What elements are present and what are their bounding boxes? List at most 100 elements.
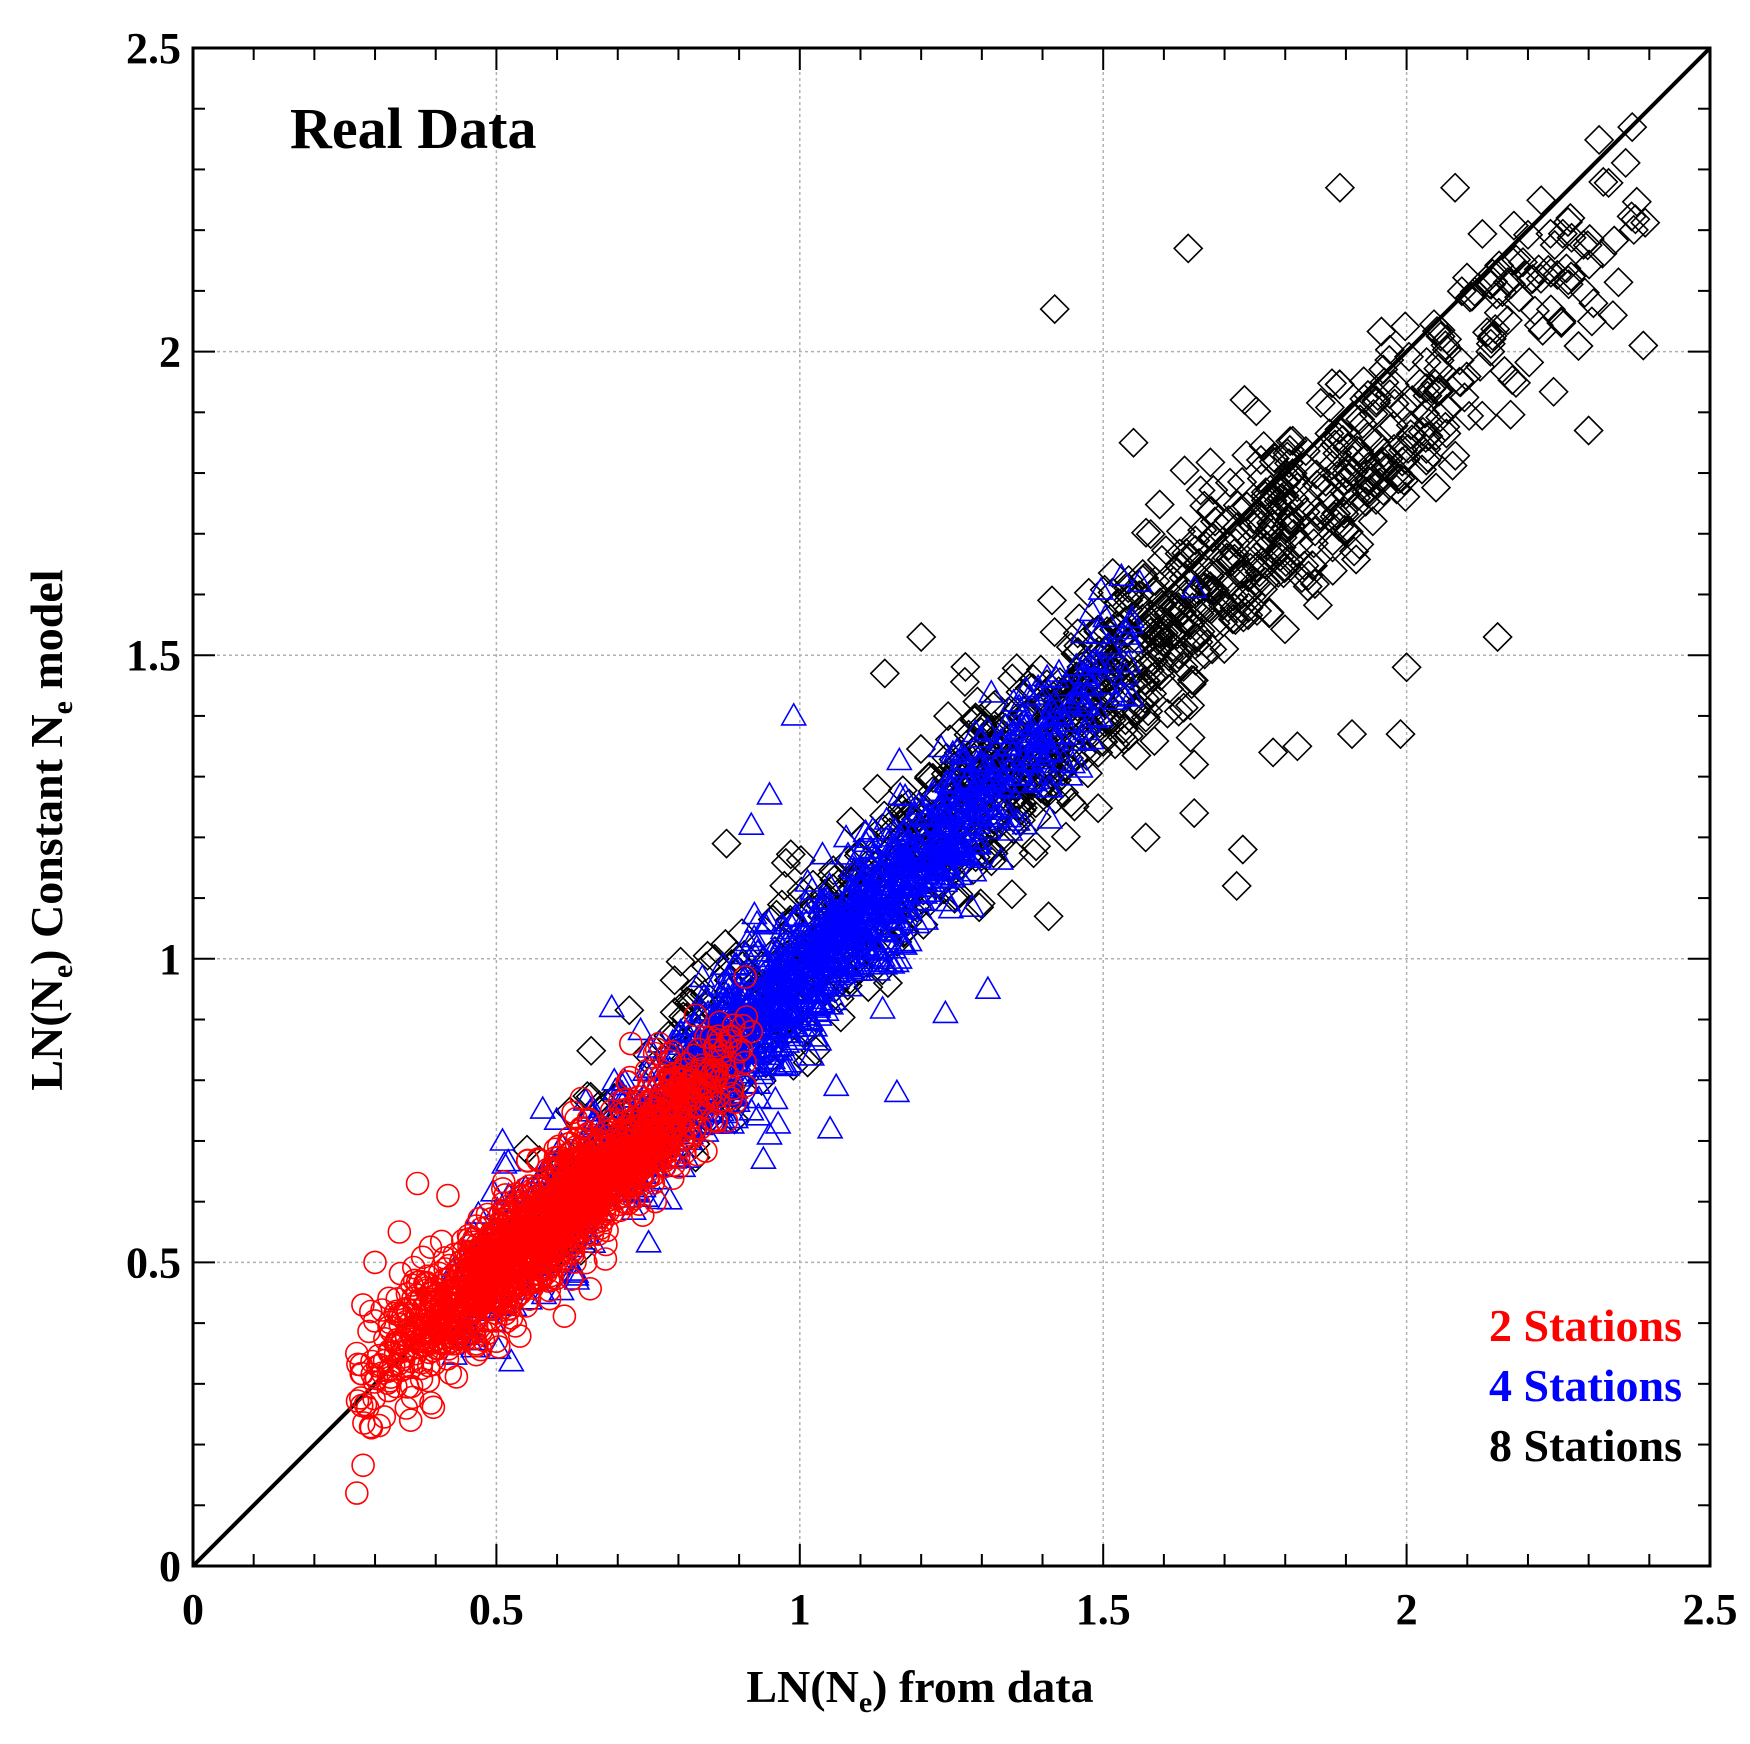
data-point-triangle [1015,683,1043,707]
data-point-triangle [1036,739,1063,763]
data-point-diamond [818,855,849,886]
data-point-circle [734,1005,759,1029]
data-point-diamond [1324,172,1356,203]
data-point-triangle [1092,603,1119,628]
data-point-diamond [1319,429,1351,460]
data-point-circle [619,1163,644,1187]
data-point-circle [643,1189,668,1214]
data-point-diamond [1482,621,1513,653]
data-point-triangle [792,930,820,955]
data-point-diamond [1196,495,1227,526]
data-point-triangle [749,943,777,968]
data-point-triangle [1036,805,1064,829]
data-point-triangle [893,862,921,887]
data-point-diamond [1317,532,1348,563]
data-point-diamond [1423,376,1455,407]
data-point-diamond [1220,527,1251,559]
data-point-diamond [1406,454,1438,485]
data-point-triangle [529,1095,557,1119]
legend-entry-2-stations: 2 Stations [1489,1300,1682,1351]
data-point-triangle [960,785,987,810]
data-point-triangle [736,990,764,1014]
data-point-triangle [1114,649,1142,673]
data-point-circle [665,1105,690,1129]
data-point-diamond [659,965,690,996]
data-point-diamond [1578,288,1609,319]
data-point-triangle [977,679,1005,703]
data-point-circle [462,1320,487,1345]
data-point-triangle [1056,762,1084,786]
x-axis-label: LN(Ne) from data [746,1661,1093,1719]
data-point-circle [413,1322,438,1346]
data-point-diamond [979,689,1011,720]
data-point-circle [733,965,758,989]
data-point-diamond [1617,111,1648,143]
data-point-diamond [1305,387,1336,419]
data-point-circle [639,1104,664,1128]
data-point-diamond [1483,297,1514,328]
data-point-diamond [1390,444,1421,475]
data-point-diamond [1097,557,1128,589]
data-point-triangle [934,887,962,912]
data-point-triangle [1126,568,1153,593]
data-point-diamond [1221,870,1252,902]
data-point-triangle [1040,699,1068,724]
data-point-triangle [869,995,896,1019]
x-tick-label: 0 [182,1585,204,1634]
data-point-triangle [842,866,870,891]
data-point-diamond [1241,396,1272,427]
data-point-diamond [1538,376,1569,407]
x-axis-label-subscript: e [859,1686,872,1719]
data-point-triangle [834,841,862,865]
data-point-diamond [1425,321,1456,352]
data-point-circle [469,1216,494,1241]
data-point-diamond [1257,737,1289,768]
data-point-circle [429,1314,454,1338]
data-point-diamond [1139,661,1170,692]
data-point-circle [422,1352,447,1376]
tick-labels: 0 0.5 1 1.5 2 2.5 0 0.5 1 1.5 2 2.5 [126,24,1738,1634]
data-point-diamond [1256,507,1287,538]
data-point-triangle [792,890,820,914]
data-point-diamond [1108,724,1140,755]
data-point-circle [376,1378,401,1403]
data-point-diamond [961,734,992,765]
data-point-triangle [967,724,995,748]
data-point-triangle [974,975,1002,1000]
data-point-triangle [809,841,836,865]
data-point-diamond [1512,219,1544,250]
data-point-diamond [1535,257,1567,288]
data-point-triangle [1097,634,1125,659]
data-point-triangle [759,996,786,1020]
data-point-triangle [1059,749,1087,774]
data-point-triangle [1108,562,1135,587]
data-point-circle [684,1075,709,1099]
data-point-diamond [1267,522,1298,553]
data-point-diamond [1135,518,1166,550]
data-point-circle [642,1041,667,1066]
data-point-diamond [1225,559,1256,590]
data-point-diamond [1379,369,1410,401]
data-point-triangle [939,739,967,764]
data-point-diamond [1344,436,1375,467]
y-tick-label: 1 [159,935,181,984]
data-point-triangle [1000,688,1027,712]
data-point-diamond [665,946,696,977]
data-point-triangle [1069,660,1097,684]
data-point-circle [456,1223,481,1248]
data-point-diamond [1430,411,1461,442]
data-point-diamond [1071,740,1102,772]
data-point-diamond [1420,420,1452,451]
data-point-diamond [1373,443,1404,475]
data-point-circle [399,1355,424,1380]
data-point-circle [515,1148,540,1173]
data-point-triangle [741,900,768,925]
data-point-diamond [1628,330,1659,361]
data-point-diamond [1323,421,1354,453]
data-point-circle [691,1071,716,1096]
data-point-triangle [786,966,814,990]
data-point-diamond [1329,514,1360,545]
data-point-triangle [927,733,955,758]
data-point-triangle [903,909,931,934]
data-point-triangle [909,825,937,850]
